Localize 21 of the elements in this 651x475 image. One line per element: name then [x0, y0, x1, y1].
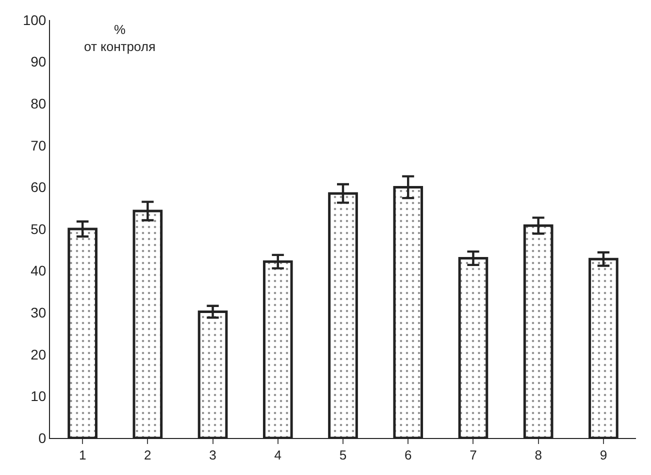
x-tick-label: 9 — [600, 448, 608, 463]
x-tick-label: 2 — [144, 448, 152, 463]
x-tick-label: 5 — [339, 448, 347, 463]
y-tick-label: 40 — [30, 262, 46, 279]
x-tick-label: 4 — [274, 448, 282, 463]
x-tick-label: 7 — [470, 448, 477, 463]
x-tick-label: 8 — [534, 448, 542, 463]
y-tick-label: 20 — [30, 346, 46, 362]
y-tick-label: 60 — [30, 179, 46, 196]
x-tick-label: 6 — [404, 448, 412, 463]
y-tick-label: 100 — [22, 12, 46, 28]
y-tick-label: 10 — [30, 388, 46, 404]
y-axis-title: % от контроля — [84, 22, 156, 54]
y-tick-label: 30 — [30, 304, 46, 320]
y-tick-label: 50 — [30, 220, 46, 237]
y-tick-label: 70 — [30, 137, 46, 154]
x-tick-label: 3 — [209, 448, 216, 463]
y-tick-label: 90 — [30, 54, 46, 70]
y-tick-label: 80 — [30, 96, 46, 112]
x-tick-label: 1 — [78, 448, 86, 463]
y-tick-label: 0 — [38, 430, 46, 446]
